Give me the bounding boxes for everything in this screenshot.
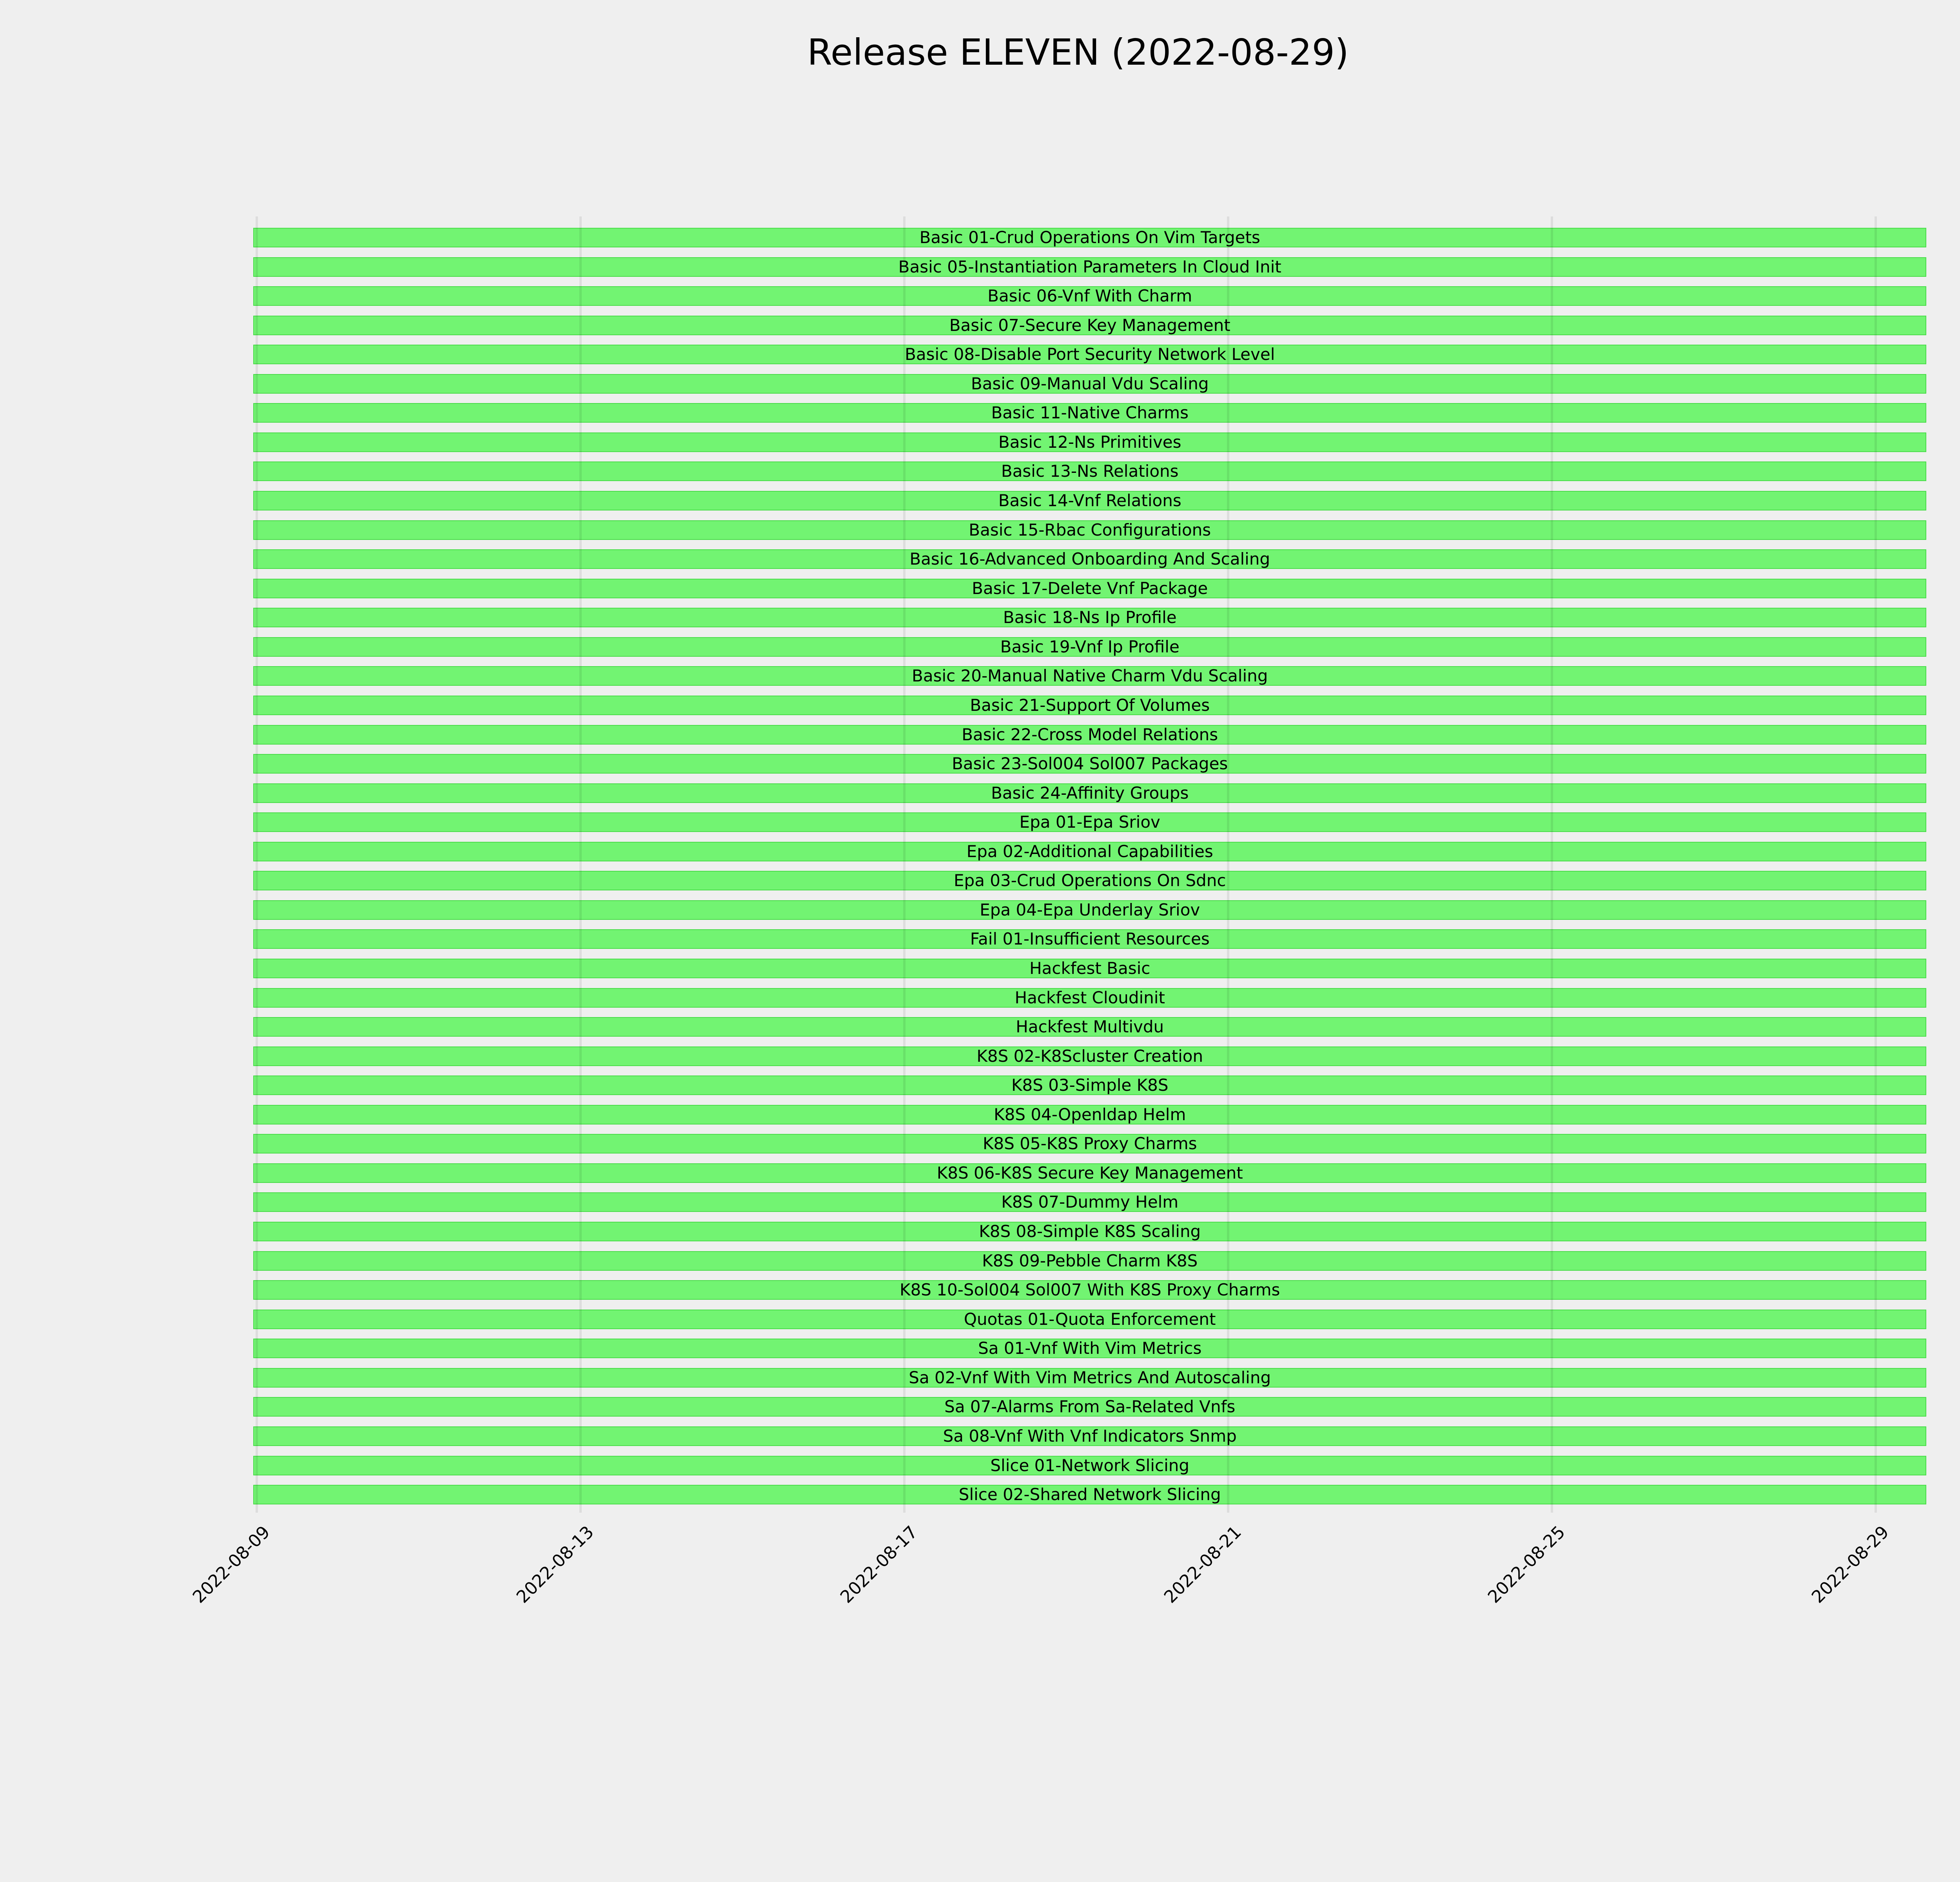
x-tick-label: 2022-08-25 xyxy=(1484,1522,1570,1607)
gantt-bar: K8S 09-Pebble Charm K8S xyxy=(253,1251,1927,1271)
bar-label: K8S 06-K8S Secure Key Management xyxy=(936,1163,1243,1183)
bar-label: Slice 01-Network Slicing xyxy=(990,1455,1190,1475)
bar-label: Basic 13-Ns Relations xyxy=(1001,461,1179,481)
gantt-bar: K8S 08-Simple K8S Scaling xyxy=(253,1222,1927,1242)
x-tick-label: 2022-08-29 xyxy=(1808,1522,1893,1607)
bar-label: K8S 08-Simple K8S Scaling xyxy=(979,1222,1201,1241)
gantt-bar: K8S 10-Sol004 Sol007 With K8S Proxy Char… xyxy=(253,1280,1927,1300)
gantt-bar: K8S 03-Simple K8S xyxy=(253,1075,1927,1095)
bar-label: Basic 21-Support Of Volumes xyxy=(970,695,1210,715)
gantt-bar: K8S 05-K8S Proxy Charms xyxy=(253,1134,1927,1154)
gantt-bar: Basic 01-Crud Operations On Vim Targets xyxy=(253,228,1927,247)
gantt-bar: K8S 02-K8Scluster Creation xyxy=(253,1046,1927,1066)
bar-label: Basic 07-Secure Key Management xyxy=(949,315,1230,335)
gantt-bar: Slice 01-Network Slicing xyxy=(253,1455,1927,1475)
gantt-bar: Hackfest Basic xyxy=(253,959,1927,978)
bar-label: Basic 15-Rbac Configurations xyxy=(969,520,1211,540)
gantt-bar: Basic 05-Instantiation Parameters In Clo… xyxy=(253,257,1927,277)
gantt-bar: Epa 04-Epa Underlay Sriov xyxy=(253,900,1927,920)
bar-label: Epa 04-Epa Underlay Sriov xyxy=(980,900,1200,919)
bar-label: Basic 01-Crud Operations On Vim Targets xyxy=(919,228,1260,247)
gantt-bar: Basic 23-Sol004 Sol007 Packages xyxy=(253,754,1927,774)
bar-label: K8S 10-Sol004 Sol007 With K8S Proxy Char… xyxy=(900,1280,1280,1300)
gantt-bar: Basic 14-Vnf Relations xyxy=(253,491,1927,511)
gantt-bar: Basic 20-Manual Native Charm Vdu Scaling xyxy=(253,666,1927,686)
gantt-bar: Basic 19-Vnf Ip Profile xyxy=(253,637,1927,657)
bar-label: Basic 11-Native Charms xyxy=(991,403,1189,423)
bar-label: Epa 02-Additional Capabilities xyxy=(966,841,1213,861)
bar-label: Basic 24-Affinity Groups xyxy=(991,783,1189,803)
gantt-bar: Basic 08-Disable Port Security Network L… xyxy=(253,345,1927,365)
bar-label: Sa 08-Vnf With Vnf Indicators Snmp xyxy=(943,1426,1237,1446)
bar-label: Basic 14-Vnf Relations xyxy=(998,491,1181,510)
gantt-bar: Epa 03-Crud Operations On Sdnc xyxy=(253,871,1927,891)
x-tick-label: 2022-08-13 xyxy=(513,1522,598,1607)
bar-label: K8S 04-Openldap Helm xyxy=(994,1104,1186,1124)
gantt-bar: Hackfest Cloudinit xyxy=(253,988,1927,1008)
gantt-bar: K8S 06-K8S Secure Key Management xyxy=(253,1163,1927,1183)
bar-label: K8S 09-Pebble Charm K8S xyxy=(982,1251,1198,1270)
bar-label: Basic 05-Instantiation Parameters In Clo… xyxy=(898,257,1281,276)
x-tick-label: 2022-08-09 xyxy=(189,1522,274,1607)
bar-label: Basic 18-Ns Ip Profile xyxy=(1003,608,1177,627)
bar-label: Basic 20-Manual Native Charm Vdu Scaling xyxy=(912,666,1268,686)
bar-label: Basic 23-Sol004 Sol007 Packages xyxy=(952,754,1228,774)
bar-label: K8S 05-K8S Proxy Charms xyxy=(982,1134,1197,1154)
gantt-bar: Basic 24-Affinity Groups xyxy=(253,783,1927,803)
x-tick-label: 2022-08-21 xyxy=(1160,1522,1246,1607)
gantt-bar: Basic 18-Ns Ip Profile xyxy=(253,608,1927,628)
gantt-bar: Basic 22-Cross Model Relations xyxy=(253,725,1927,745)
bar-label: Basic 12-Ns Primitives xyxy=(998,432,1181,452)
gantt-bar: Basic 15-Rbac Configurations xyxy=(253,520,1927,540)
bar-label: Basic 08-Disable Port Security Network L… xyxy=(905,345,1275,364)
bar-label: Basic 22-Cross Model Relations xyxy=(962,725,1218,744)
gantt-bar: Hackfest Multivdu xyxy=(253,1017,1927,1037)
gantt-bar: Slice 02-Shared Network Slicing xyxy=(253,1485,1927,1505)
bar-label: Hackfest Basic xyxy=(1029,959,1151,978)
bar-label: Basic 16-Advanced Onboarding And Scaling xyxy=(909,549,1270,569)
bar-label: Hackfest Multivdu xyxy=(1016,1017,1164,1037)
gantt-bar: Fail 01-Insufficient Resources xyxy=(253,929,1927,949)
bar-label: Epa 03-Crud Operations On Sdnc xyxy=(954,871,1226,890)
bar-label: Basic 06-Vnf With Charm xyxy=(987,286,1192,306)
gantt-bar: Basic 21-Support Of Volumes xyxy=(253,695,1927,715)
gantt-bar: Basic 07-Secure Key Management xyxy=(253,315,1927,335)
bar-label: Quotas 01-Quota Enforcement xyxy=(964,1309,1216,1329)
gantt-bar: Sa 07-Alarms From Sa-Related Vnfs xyxy=(253,1397,1927,1417)
bar-label: Epa 01-Epa Sriov xyxy=(1019,812,1160,832)
bar-label: K8S 03-Simple K8S xyxy=(1011,1075,1169,1095)
bar-label: Basic 19-Vnf Ip Profile xyxy=(1000,637,1180,656)
bar-label: Basic 09-Manual Vdu Scaling xyxy=(971,374,1209,393)
gantt-bar: Basic 09-Manual Vdu Scaling xyxy=(253,374,1927,394)
gantt-bar: Basic 12-Ns Primitives xyxy=(253,432,1927,452)
bar-label: K8S 02-K8Scluster Creation xyxy=(976,1046,1203,1066)
gantt-bar: Epa 01-Epa Sriov xyxy=(253,812,1927,832)
gantt-bar: Sa 01-Vnf With Vim Metrics xyxy=(253,1339,1927,1359)
gantt-bar: Basic 16-Advanced Onboarding And Scaling xyxy=(253,549,1927,569)
bar-label: Slice 02-Shared Network Slicing xyxy=(958,1485,1221,1504)
bar-label: Sa 02-Vnf With Vim Metrics And Autoscali… xyxy=(909,1368,1271,1387)
gantt-bar: Sa 02-Vnf With Vim Metrics And Autoscali… xyxy=(253,1368,1927,1388)
bar-label: Sa 01-Vnf With Vim Metrics xyxy=(978,1339,1202,1358)
gantt-bar: K8S 04-Openldap Helm xyxy=(253,1104,1927,1124)
bar-label: Basic 17-Delete Vnf Package xyxy=(972,578,1208,598)
bar-label: Hackfest Cloudinit xyxy=(1014,988,1165,1007)
x-tick-label: 2022-08-17 xyxy=(837,1522,922,1607)
gantt-bar: Epa 02-Additional Capabilities xyxy=(253,841,1927,861)
chart-title: Release ELEVEN (2022-08-29) xyxy=(807,31,1349,73)
gantt-bar: Basic 13-Ns Relations xyxy=(253,461,1927,481)
bar-label: K8S 07-Dummy Helm xyxy=(1001,1192,1179,1212)
gantt-bar: Basic 06-Vnf With Charm xyxy=(253,286,1927,306)
gantt-bar: Quotas 01-Quota Enforcement xyxy=(253,1309,1927,1329)
gantt-bar: Basic 17-Delete Vnf Package xyxy=(253,578,1927,598)
bar-label: Fail 01-Insufficient Resources xyxy=(970,929,1210,949)
gantt-bar: Sa 08-Vnf With Vnf Indicators Snmp xyxy=(253,1426,1927,1446)
gantt-bar: K8S 07-Dummy Helm xyxy=(253,1192,1927,1212)
gantt-bar: Basic 11-Native Charms xyxy=(253,403,1927,423)
bar-label: Sa 07-Alarms From Sa-Related Vnfs xyxy=(944,1397,1236,1417)
